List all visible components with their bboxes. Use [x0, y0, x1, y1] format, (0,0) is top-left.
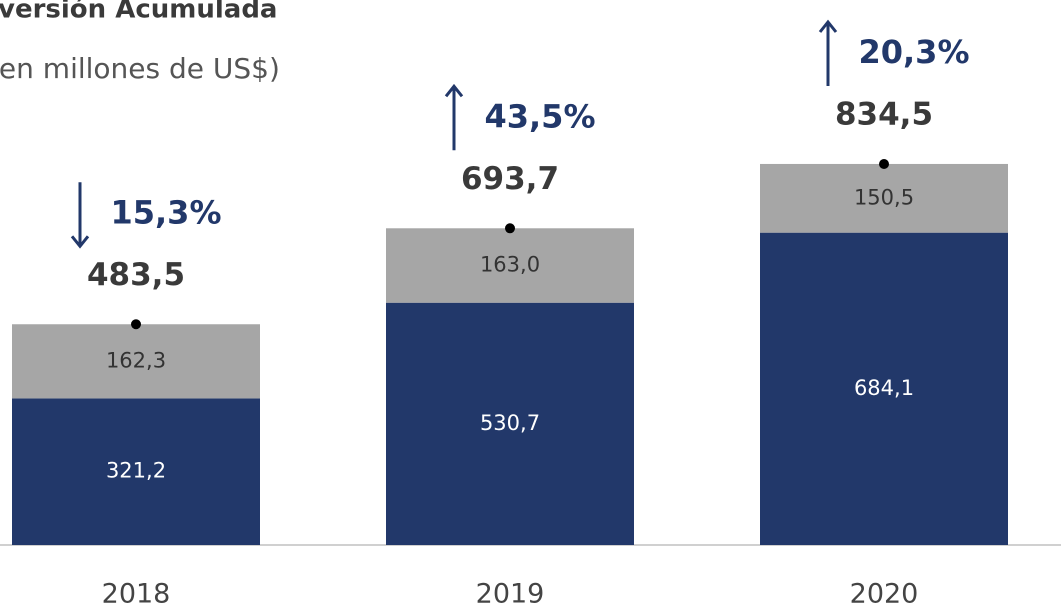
segment-label: 162,3	[106, 348, 166, 372]
segment-label: 684,1	[854, 376, 914, 400]
total-dot	[879, 159, 889, 169]
segment-label: 530,7	[480, 411, 540, 435]
change-arrow	[818, 19, 838, 86]
total-dot	[131, 319, 141, 330]
segment-label: 163,0	[480, 252, 540, 276]
bar-segment	[12, 324, 260, 399]
chart-subtitle: (en millones de US$)	[0, 52, 280, 85]
total-label: 834,5	[835, 97, 933, 133]
x-tick-label: 2020	[850, 579, 919, 607]
bar-segment	[760, 163, 1008, 233]
chart-title: versión Acumulada	[0, 0, 277, 25]
bar-segment	[386, 228, 634, 303]
change-label: 15,3%	[110, 193, 221, 231]
total-label: 483,5	[87, 257, 185, 293]
bar-segment	[386, 302, 634, 545]
bar-segment	[12, 398, 260, 545]
change-label: 43,5%	[484, 97, 595, 135]
total-dot	[505, 223, 515, 234]
segment-label: 321,2	[106, 459, 166, 483]
change-arrow	[70, 182, 90, 249]
bar-segment	[760, 232, 1008, 545]
total-label: 693,7	[461, 161, 559, 197]
x-tick-label: 2018	[102, 579, 171, 607]
change-label: 20,3%	[858, 33, 969, 71]
change-arrow	[444, 83, 464, 151]
segment-label: 150,5	[854, 185, 914, 209]
x-tick-label: 2019	[476, 579, 545, 607]
